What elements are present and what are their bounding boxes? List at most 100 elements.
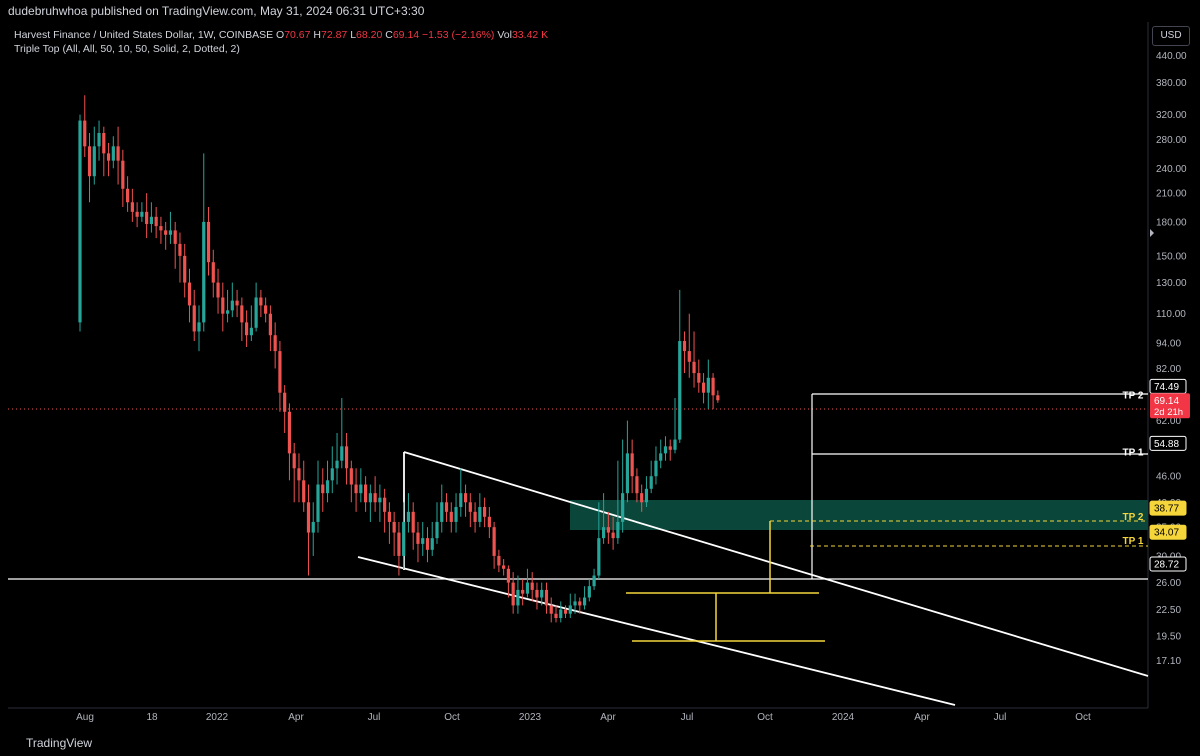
candle-body (506, 568, 510, 583)
candle (554, 605, 558, 623)
candle-body (544, 589, 549, 606)
channel-lower-line[interactable] (357, 556, 956, 706)
candle-body (97, 132, 101, 147)
candle (292, 442, 296, 503)
indicator-label[interactable]: Triple Top (All, All, 50, 10, 50, Solid,… (14, 43, 240, 55)
footer-brand[interactable]: TradingView (0, 730, 1200, 756)
channel-upper-line[interactable] (403, 451, 1149, 677)
price-chart[interactable]: TP 2 TP 1 TP 2 TP 1 440.00 380.00 320.00 280.0… (0, 0, 1200, 730)
candle (640, 484, 644, 512)
low-value: 68.20 (356, 29, 383, 41)
currency-button[interactable]: USD (1152, 26, 1190, 46)
x-tick-label: 2024 (832, 712, 855, 723)
candle (225, 289, 230, 323)
candle (97, 120, 101, 161)
candle (678, 289, 682, 443)
candle (668, 439, 672, 461)
candle (111, 136, 115, 169)
candle-body (711, 377, 715, 396)
candle-body (625, 453, 629, 494)
candle-body (249, 327, 253, 336)
candle-body (116, 146, 120, 161)
candle (325, 460, 330, 503)
candle (449, 502, 453, 533)
candle (497, 549, 501, 573)
price-axis[interactable]: 440.00 380.00 320.00 280.00 240.00 210.00 180.… (1150, 51, 1187, 667)
candle-body (649, 476, 653, 489)
candle-body (668, 446, 672, 450)
candle-body (230, 300, 234, 311)
candle (278, 341, 282, 412)
symbol-name[interactable]: Harvest Finance / United States Dollar, … (14, 29, 274, 41)
candle (468, 493, 472, 528)
candle (202, 153, 206, 332)
candle (297, 453, 301, 503)
candle-body (192, 305, 196, 332)
candle (183, 243, 187, 298)
candle (335, 433, 339, 485)
tp-label: TP 2 (1123, 390, 1144, 401)
price-badge-text: 54.88 (1154, 439, 1179, 450)
candle-body (292, 453, 296, 469)
candle-body (687, 351, 691, 362)
candle-body (430, 538, 434, 550)
change-value: −1.53 (−2.16%) (422, 29, 495, 41)
y-tick-label: 180.00 (1156, 217, 1187, 228)
candle-body (259, 297, 263, 306)
y-tick-label: 46.00 (1156, 472, 1181, 483)
close-value: 69.14 (392, 29, 420, 41)
price-badge-text: 74.49 (1154, 382, 1179, 393)
candle (659, 439, 663, 469)
demand-zone[interactable] (570, 500, 1148, 530)
candle (663, 436, 668, 461)
high-label: H (313, 29, 321, 41)
y-tick-label: 110.00 (1156, 309, 1186, 320)
candle-body (473, 511, 477, 522)
y-tick-label: 19.50 (1156, 632, 1181, 643)
candle (264, 297, 268, 323)
y-tick-label: 22.50 (1156, 605, 1181, 616)
candle (268, 305, 272, 352)
candle-body (216, 282, 220, 298)
candle-body (459, 493, 463, 507)
tp-label: TP 1 (1123, 447, 1144, 458)
candle-body (373, 493, 377, 503)
y-tick-label: 280.00 (1156, 135, 1187, 146)
y-tick-label: 94.00 (1156, 339, 1181, 350)
candle-body (516, 589, 520, 606)
candle (368, 484, 372, 522)
candle (140, 202, 144, 222)
y-tick-label: 440.00 (1156, 51, 1187, 62)
candle (273, 322, 277, 369)
candle-body (678, 341, 682, 440)
time-axis[interactable]: Aug 18 2022 Apr Jul Oct 2023 Apr Jul Oct 2024 Apr Ju… (76, 712, 1091, 723)
candle-body (406, 511, 411, 522)
candle (245, 310, 249, 348)
candle (430, 521, 434, 556)
candle-body (273, 335, 277, 352)
candle-body (573, 601, 577, 606)
candle (687, 313, 691, 378)
candle-body (344, 446, 349, 469)
candle (606, 511, 610, 544)
candle-body (83, 120, 87, 147)
candle (506, 565, 510, 598)
price-badge: 38.77 (1149, 500, 1187, 516)
candle-body (130, 202, 134, 212)
candle-body (621, 493, 625, 522)
candle-body (364, 484, 368, 503)
candle-body (597, 538, 601, 576)
x-tick-label: Apr (600, 712, 616, 723)
candle (402, 502, 406, 569)
candle (578, 597, 582, 614)
candle (168, 211, 173, 244)
candle-body (283, 392, 287, 412)
x-tick-label: Jul (681, 712, 694, 723)
y-tick-label: 82.00 (1156, 364, 1181, 375)
candle-body (535, 589, 539, 598)
candle (392, 511, 396, 556)
candle (206, 206, 211, 276)
candles-layer (78, 95, 720, 623)
candle-body (440, 502, 444, 522)
candle-body (582, 597, 587, 606)
